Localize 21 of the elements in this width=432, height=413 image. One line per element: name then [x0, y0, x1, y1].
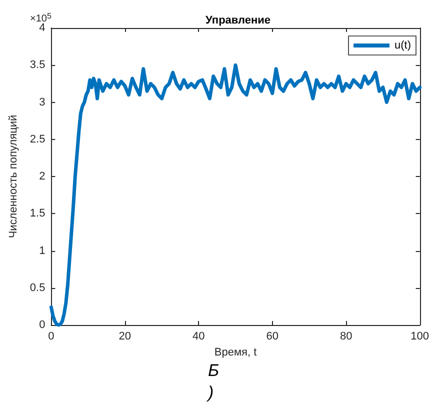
y-axis-title: Численность популяций	[8, 114, 20, 238]
text: )	[206, 383, 214, 402]
x-tick-label: 40	[192, 330, 205, 342]
x-tick-label: 100	[410, 330, 430, 342]
text: Б	[208, 361, 220, 380]
y-tick-label: 0.5	[30, 282, 46, 294]
y-tick-label: 3	[39, 96, 46, 108]
x-tick-label: 60	[266, 330, 278, 342]
y-tick-label: 4	[39, 22, 46, 34]
y-tick-label: 2	[39, 170, 46, 182]
chart-title: Управление	[205, 14, 271, 26]
x-tick-label: 80	[340, 330, 352, 342]
y-tick-label: 0	[39, 319, 46, 331]
x-tick-label: 0	[48, 330, 54, 342]
x-tick-label: 20	[118, 330, 132, 342]
y-tick-label: 3.5	[30, 59, 46, 72]
y-tick-label: 2.5	[30, 133, 46, 146]
y-tick-label: 1.5	[30, 208, 46, 220]
y-tick-label: 1	[39, 244, 46, 257]
x-axis-title: Время, t	[214, 346, 257, 358]
legend-label: u(t)	[394, 40, 411, 52]
